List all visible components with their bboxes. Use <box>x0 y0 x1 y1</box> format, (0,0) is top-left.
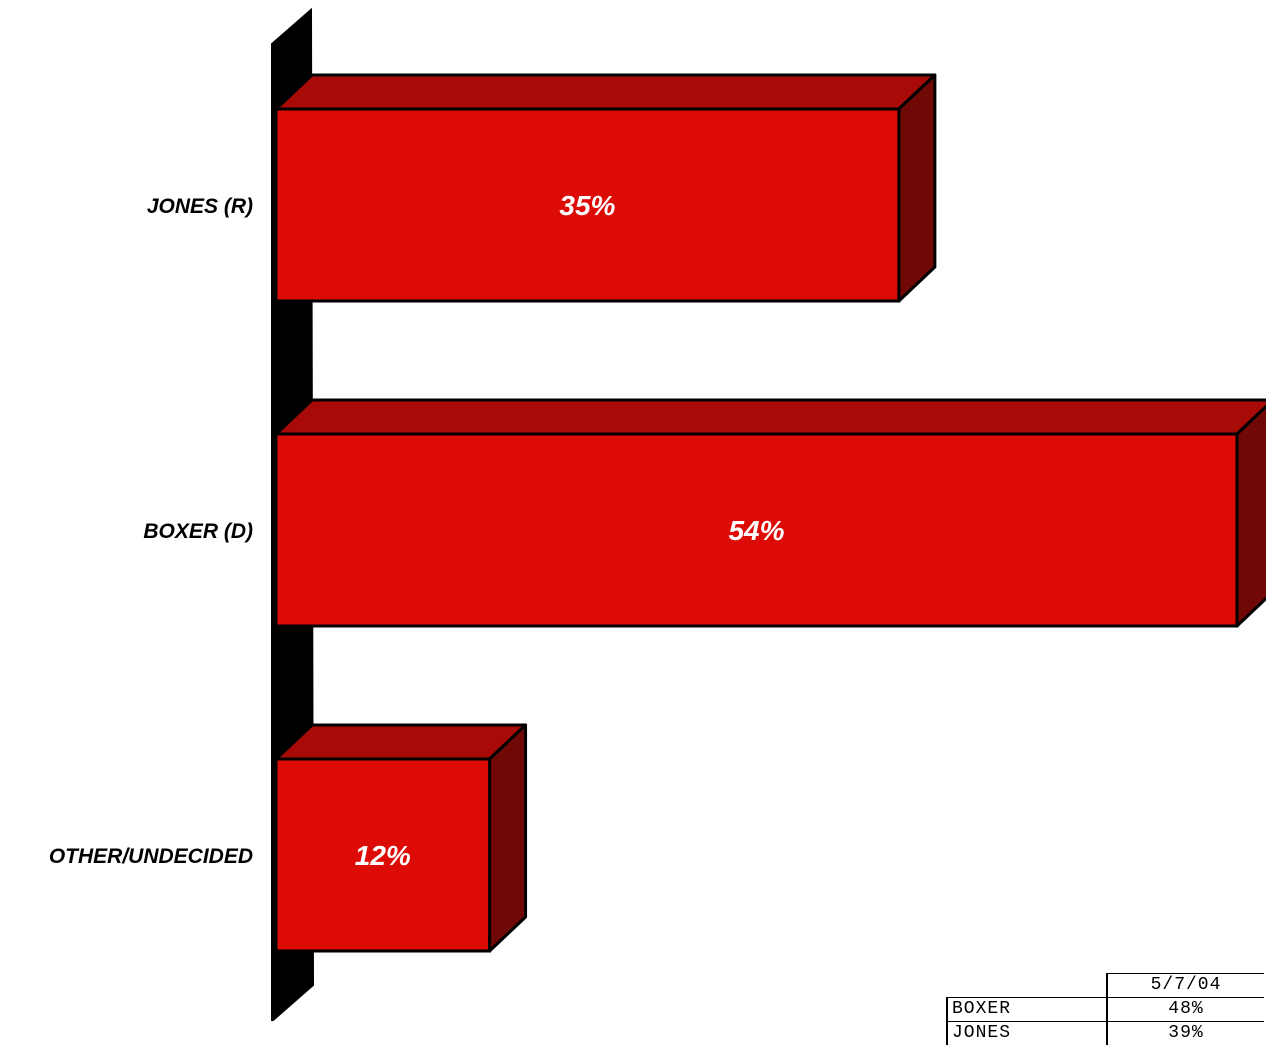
bar-top-face <box>276 75 935 109</box>
comparison-table-name: BOXER <box>947 998 1107 1022</box>
comparison-table-row: BOXER 48% <box>947 998 1264 1022</box>
comparison-table-header: 5/7/04 <box>1107 974 1264 998</box>
comparison-table-name: JONES <box>947 1022 1107 1045</box>
bar-side-face <box>490 725 526 951</box>
comparison-table-row: JONES 39% <box>947 1022 1264 1045</box>
data-label: 54% <box>728 515 784 546</box>
bar-top-face <box>276 725 526 759</box>
bar-2: 12% <box>276 725 526 951</box>
category-label: BOXER (D) <box>143 520 253 543</box>
bar-side-face <box>899 75 935 301</box>
category-label: OTHER/UNDECIDED <box>49 845 253 868</box>
bars: 35% 54% 12% <box>276 75 1266 951</box>
bar-1: 54% <box>276 400 1266 626</box>
bar-top-face <box>276 400 1266 434</box>
comparison-table-corner <box>947 974 1107 998</box>
comparison-table-header-row: 5/7/04 <box>947 974 1264 998</box>
bar-chart: 35% 54% 12% JONES (R) BOXER (D) OTHER/UNDECI… <box>0 0 1266 1021</box>
comparison-table-value: 48% <box>1107 998 1264 1022</box>
bar-side-face <box>1237 400 1266 626</box>
bar-0: 35% <box>276 75 935 301</box>
data-label: 12% <box>355 840 411 871</box>
comparison-table-value: 39% <box>1107 1022 1264 1045</box>
category-labels: JONES (R) BOXER (D) OTHER/UNDECIDED <box>49 195 253 868</box>
comparison-table: 5/7/04 BOXER 48% JONES 39% <box>946 973 1264 1045</box>
category-label: JONES (R) <box>147 195 253 218</box>
data-label: 35% <box>559 190 615 221</box>
